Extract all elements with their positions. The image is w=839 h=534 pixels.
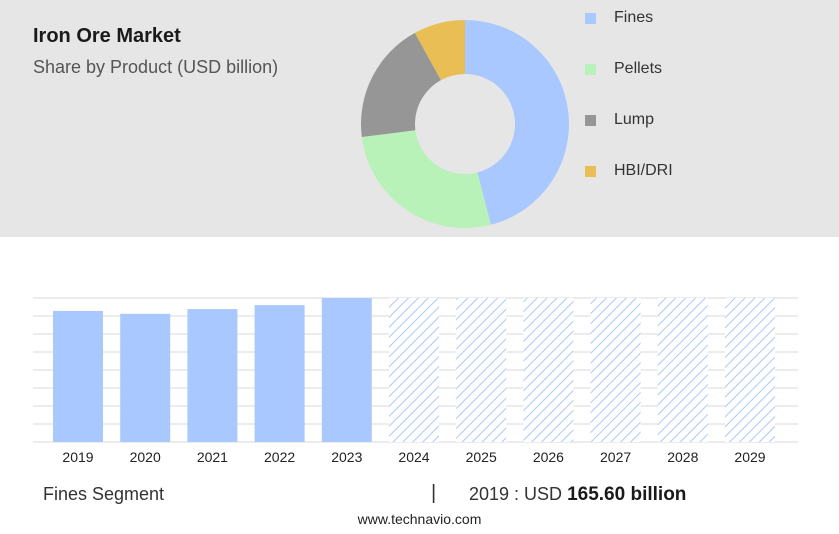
forecast-bar-2029 [725, 298, 775, 442]
donut-slice-lump [361, 32, 441, 138]
footer-segment: Fines Segment [43, 484, 165, 504]
source-url: www.technavio.com [357, 511, 482, 527]
bar-2023 [321, 298, 372, 442]
legend-item-fines: Fines [585, 6, 785, 30]
footer-value-line: 2019 : USD 165.60 billion [469, 484, 686, 506]
forecast-bar-2024 [389, 298, 439, 442]
bar-2021 [187, 309, 238, 442]
x-tick-label-2019: 2019 [62, 449, 93, 465]
donut-chart [361, 20, 570, 228]
x-tick-label-2021: 2021 [197, 449, 228, 465]
footer-year-label: 2019 : USD [469, 484, 563, 504]
legend-label: Lump [614, 111, 655, 128]
legend-item-lump: Lump [585, 108, 785, 132]
legend-swatch [585, 64, 596, 75]
legend-item-pellets: Pellets [585, 57, 785, 81]
x-tick-label-2020: 2020 [130, 449, 161, 465]
x-tick-label-2026: 2026 [533, 449, 564, 465]
legend-label: Pellets [614, 60, 663, 77]
legend-swatch [585, 115, 596, 126]
chart-subtitle: Share by Product (USD billion) [33, 57, 279, 77]
donut-slice-hbi-dri [414, 20, 465, 81]
forecast-bar-2026 [523, 298, 574, 442]
x-tick-label-2025: 2025 [466, 449, 497, 465]
bar-2019 [53, 310, 103, 442]
x-tick-label-2022: 2022 [264, 449, 295, 465]
bar-2022 [254, 305, 305, 442]
footer-value: 165.60 billion [567, 484, 687, 505]
forecast-bar-2027 [590, 298, 641, 442]
chart-title: Iron Ore Market [33, 25, 181, 47]
bar-2020 [120, 313, 171, 442]
x-tick-label-2028: 2028 [667, 449, 698, 465]
footer-separator: | [431, 482, 437, 504]
x-tick-label-2029: 2029 [734, 449, 765, 465]
bar-chart: 2019 2020 2021 2022 2023 2024 2025 2026 2027 2028… [33, 297, 798, 465]
x-tick-label-2024: 2024 [398, 449, 429, 465]
donut-slice-pellets [361, 130, 491, 228]
legend-swatch [585, 166, 596, 177]
x-tick-label-2027: 2027 [600, 449, 631, 465]
legend-swatch [585, 13, 596, 24]
x-tick-label-2023: 2023 [331, 449, 362, 465]
legend-label: HBI/DRI [614, 162, 673, 179]
legend-label: Fines [614, 9, 654, 26]
forecast-bar-2025 [456, 298, 507, 442]
legend-item-hbi-dri: HBI/DRI [585, 159, 785, 183]
forecast-bar-2028 [657, 298, 708, 442]
donut-slice-fines [465, 20, 570, 225]
